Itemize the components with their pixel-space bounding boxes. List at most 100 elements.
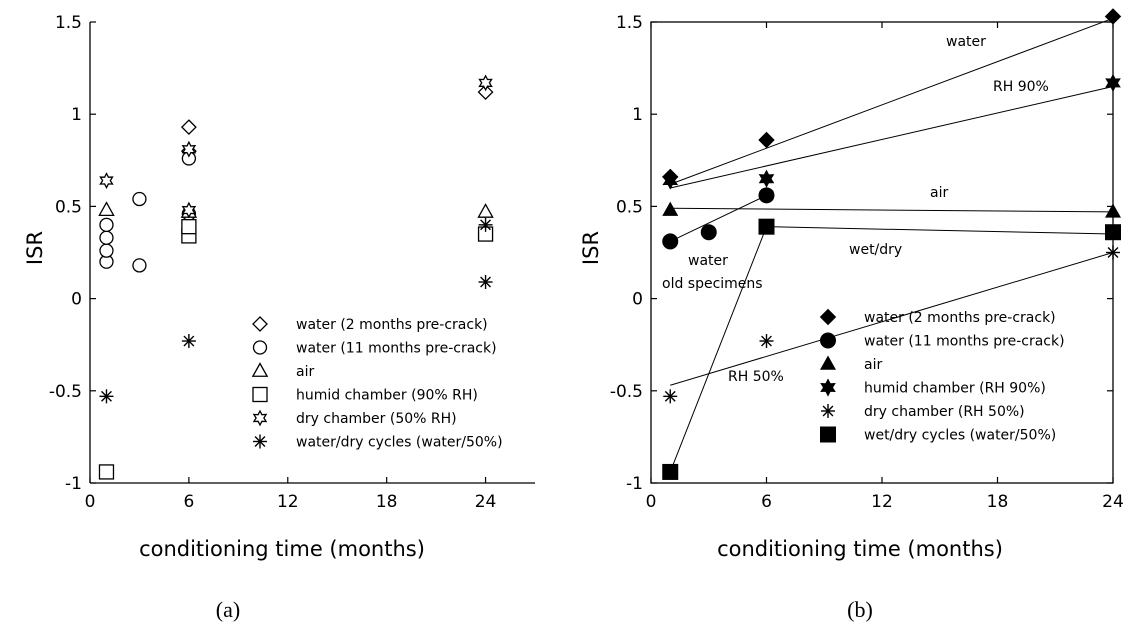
panel-b-y-axis-label: ISR [579, 231, 603, 265]
panel-b-data-points [662, 8, 1122, 480]
trend-line-air [670, 207, 1114, 213]
x-tick-label: 6 [183, 492, 194, 512]
annotation-rh-90: RH 90% [993, 79, 1049, 95]
y-tick-label: 0 [71, 290, 82, 310]
legend-marker-wet-dry-cycles-water-50 [820, 426, 836, 443]
panel-b-trend-lines [669, 17, 1114, 473]
point-humid-chamber-rh-90 [758, 169, 775, 188]
annotation-water-old: water [688, 253, 728, 269]
point-water-11-months-pre-crack [99, 217, 114, 232]
panel-a-ticks: -1 -0.5 0 0.5 1 1.5 0 6 12 18 24 [49, 13, 497, 512]
asterisk-stroke [101, 390, 112, 402]
legend-label-dry-chamber-rh-50: dry chamber (RH 50%) [864, 404, 1025, 420]
x-tick-label: 18 [987, 492, 1009, 512]
legend-marker-dry-chamber-50-rh [252, 409, 268, 427]
legend-label-water-11-months-pre-crack: water (11 months pre-crack) [864, 334, 1065, 350]
point-humid-chamber-rh-90 [1105, 73, 1121, 92]
point-dry-chamber-rh-50 [1106, 245, 1120, 260]
point-water-dry-cycles-water-50 [478, 275, 493, 290]
panel-a-axes [89, 22, 535, 484]
legend-marker-humid-chamber-90-rh [252, 386, 268, 403]
point-humid-chamber-90-rh [98, 464, 115, 480]
x-tick-label: 18 [376, 492, 398, 512]
panel-b-legend: water (2 months pre-crack) water (11 mont… [819, 308, 1065, 444]
point-wet-dry-cycles-water-50 [1105, 224, 1121, 241]
point-water-11-months-pre-crack [662, 233, 679, 250]
legend-marker-water-dry-cycles-water-50 [253, 434, 267, 449]
legend-label-humid-chamber-rh-90: humid chamber (RH 90%) [864, 381, 1046, 397]
panel-b-x-axis-label: conditioning time (months) [717, 537, 1003, 561]
point-humid-chamber-rh-90 [662, 171, 679, 190]
x-tick-label: 24 [475, 492, 497, 512]
point-water-11-months-pre-crack [132, 258, 147, 273]
y-tick-label: 0.5 [616, 197, 643, 217]
asterisk-stroke [822, 405, 834, 417]
panel-a-data-points [98, 74, 494, 480]
point-water-dry-cycles-water-50 [478, 217, 493, 232]
legend-label-humid-chamber-90-rh: humid chamber (90% RH) [296, 388, 478, 404]
point-water-11-months-pre-crack [99, 243, 114, 258]
point-water-2-months-pre-crack [758, 131, 775, 149]
point-water-11-months-pre-crack [700, 224, 717, 241]
trend-line-water-old-specimens [670, 194, 767, 242]
y-tick-label: -1 [65, 474, 82, 494]
panel-b-caption: (b) [847, 597, 873, 622]
trend-line-rh-90 [670, 86, 1114, 189]
legend-marker-air [251, 362, 269, 377]
y-tick-label: 1 [71, 105, 82, 125]
asterisk-stroke [254, 436, 266, 447]
legend-label-water-2-months-pre-crack: water (2 months pre-crack) [296, 317, 488, 333]
panel-a: -1 -0.5 0 0.5 1 1.5 0 6 12 18 24 water (2 months p… [23, 13, 535, 622]
asterisk-stroke [1107, 247, 1119, 258]
x-tick-label: 0 [646, 492, 657, 512]
point-water-2-months-pre-crack [477, 84, 494, 100]
x-tick-label: 24 [1102, 492, 1124, 512]
trend-line-wet-dry [766, 226, 1114, 235]
point-air [662, 201, 679, 216]
y-tick-label: -1 [626, 474, 643, 494]
legend-label-air: air [864, 357, 882, 373]
asterisk-stroke [761, 335, 772, 347]
point-water-11-months-pre-crack [132, 191, 147, 207]
point-humid-chamber-90-rh [181, 219, 197, 235]
trend-line-water [670, 17, 1114, 185]
y-tick-label: 1.5 [616, 13, 643, 33]
legend-label-air: air [296, 364, 314, 380]
legend-marker-water-11-months-pre-crack [820, 332, 836, 349]
trend-line-unlabeled [669, 226, 767, 473]
y-tick-label: 0 [632, 290, 643, 310]
x-tick-label: 12 [871, 492, 893, 512]
annotation-air: air [930, 185, 948, 201]
point-water-2-months-pre-crack [1104, 8, 1122, 25]
point-water-2-months-pre-crack [180, 119, 197, 136]
annotation-rh-50: RH 50% [728, 369, 784, 385]
panel-a-x-axis-label: conditioning time (months) [139, 537, 425, 561]
panel-a-y-axis-label: ISR [23, 231, 47, 265]
point-water-dry-cycles-water-50 [181, 334, 196, 349]
panel-b-ticks: -1 -0.5 0 0.5 1 1.5 0 6 12 18 24 [610, 13, 1124, 512]
y-tick-label: 1 [632, 105, 643, 125]
point-wet-dry-cycles-water-50 [758, 218, 775, 235]
legend-marker-water-2-months-pre-crack [819, 308, 837, 326]
trend-line-rh-50 [670, 252, 1114, 386]
legend-label-water-11-months-pre-crack: water (11 months pre-crack) [296, 341, 497, 357]
point-water-11-months-pre-crack [99, 230, 114, 245]
point-air [98, 201, 115, 216]
y-tick-label: -0.5 [49, 382, 82, 402]
panel-b: -1 -0.5 0 0.5 1 1.5 0 6 12 18 24 water (2 months p… [579, 8, 1124, 622]
point-water-11-months-pre-crack [758, 187, 775, 204]
panel-a-legend: water (2 months pre-crack) water (11 mont… [251, 316, 503, 451]
annotation-water: water [946, 34, 986, 50]
legend-label-wet-dry-cycles-water-50: wet/dry cycles (water/50%) [864, 428, 1056, 444]
asterisk-stroke [183, 335, 195, 347]
asterisk-stroke [664, 390, 676, 402]
legend-marker-air [820, 355, 836, 370]
point-dry-chamber-rh-50 [663, 389, 678, 404]
asterisk-stroke [480, 219, 492, 231]
legend-label-dry-chamber-50-rh: dry chamber (50% RH) [296, 411, 457, 427]
legend-label-water-dry-cycles-water-50: water/dry cycles (water/50%) [296, 435, 503, 451]
panel-a-caption: (a) [216, 597, 240, 622]
point-dry-chamber-50-rh [181, 201, 197, 219]
panel-b-annotations: water RH 90% air wet/dry water old speci… [662, 34, 1049, 385]
